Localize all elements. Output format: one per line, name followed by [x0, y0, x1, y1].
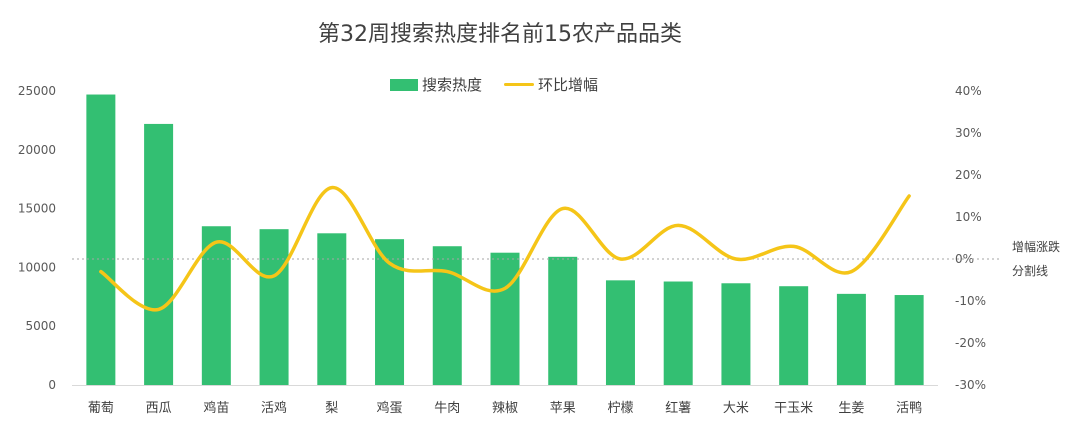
- bar: [490, 252, 520, 385]
- bar: [605, 280, 635, 385]
- chart-title: 第32周搜索热度排名前15农产品品类: [318, 22, 682, 47]
- x-category-label: 苹果: [550, 401, 576, 416]
- legend-swatch-line: [504, 83, 535, 86]
- y-left-tick-label: 15000: [18, 202, 56, 216]
- growth-line: [99, 185, 911, 312]
- y-right-tick-label: 10%: [955, 210, 982, 224]
- bar: [144, 123, 174, 385]
- legend-label-search-heat: 搜索热度: [422, 76, 483, 94]
- bar: [548, 256, 578, 385]
- x-category-label: 大米: [723, 401, 749, 416]
- bar: [259, 229, 289, 385]
- y-left-tick-label: 20000: [18, 143, 56, 157]
- bar: [432, 246, 462, 385]
- bar: [779, 286, 809, 385]
- reference-line-label: 增幅涨跌 分割线: [1012, 235, 1078, 283]
- bar: [721, 283, 751, 385]
- x-category-label: 红薯: [665, 400, 691, 416]
- bar: [317, 233, 347, 385]
- x-category-label: 生姜: [838, 401, 864, 416]
- x-category-label: 柠檬: [607, 401, 633, 416]
- bar: [201, 226, 231, 385]
- y-right-tick-label: -20%: [955, 336, 986, 350]
- x-category-label: 活鸡: [261, 400, 287, 416]
- x-category-label: 葡萄: [88, 401, 114, 416]
- x-category-label: 活鸭: [896, 401, 922, 416]
- y-left-tick-label: 5000: [25, 319, 56, 333]
- x-category-label: 梨: [325, 401, 338, 416]
- legend-item-search-heat: 搜索热度: [390, 74, 482, 95]
- reference-line-label-line-1: 增幅涨跌: [1012, 240, 1061, 254]
- bar: [86, 94, 116, 385]
- bar: [836, 293, 866, 385]
- x-category-label: 鸡苗: [203, 400, 229, 416]
- x-category-label: 鸡蛋: [377, 400, 403, 416]
- y-left-tick-label: 10000: [18, 260, 56, 274]
- y-right-tick-label: 20%: [955, 168, 982, 182]
- bar: [894, 295, 924, 385]
- chart-legend: 搜索热度 环比增幅: [390, 74, 598, 95]
- x-category-label: 牛肉: [434, 401, 460, 416]
- y-left-tick-label: 25000: [18, 84, 56, 98]
- y-left-tick-label: 0: [48, 378, 56, 392]
- y-right-tick-label: 0%: [955, 252, 974, 266]
- y-right-tick-label: -30%: [955, 378, 986, 392]
- legend-swatch-bar: [390, 78, 418, 91]
- y-right-tick-label: 30%: [955, 126, 982, 140]
- x-category-label: 干玉米: [774, 401, 813, 416]
- y-right-tick-label: -10%: [955, 294, 986, 308]
- bar: [663, 281, 693, 385]
- x-category-label: 辣椒: [492, 401, 518, 416]
- reference-line-label-line-2: 分割线: [1012, 264, 1049, 278]
- legend-label-mom-growth: 环比增幅: [538, 76, 599, 94]
- legend-item-mom-growth: 环比增幅: [504, 74, 598, 95]
- y-right-tick-label: 40%: [955, 84, 982, 98]
- x-category-label: 西瓜: [146, 401, 172, 416]
